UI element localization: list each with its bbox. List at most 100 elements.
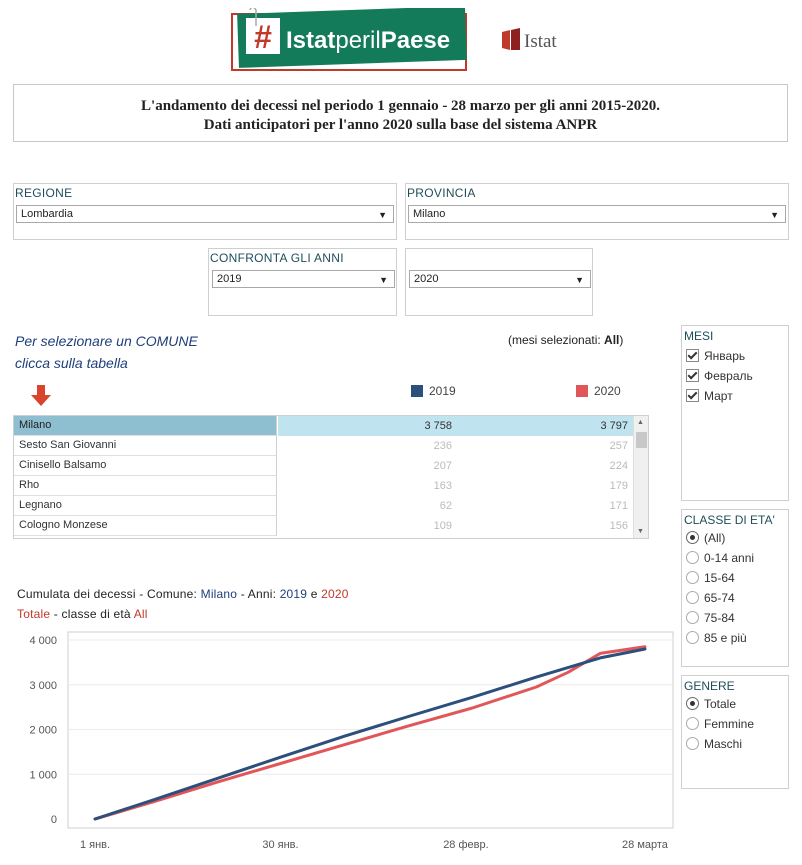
checkbox-checked-icon[interactable] bbox=[686, 369, 699, 382]
gender-label: Totale bbox=[704, 697, 737, 711]
chevron-down-icon: ▼ bbox=[378, 210, 387, 220]
radio-selected-icon[interactable] bbox=[686, 531, 699, 544]
scroll-up-icon[interactable]: ▲ bbox=[637, 419, 644, 426]
legend-2020-swatch bbox=[576, 385, 588, 397]
radio-icon[interactable] bbox=[686, 717, 699, 730]
year1-select[interactable]: 2019 ▼ bbox=[212, 270, 395, 288]
gender-option[interactable]: Maschi bbox=[686, 736, 742, 752]
age-label: 75-84 bbox=[704, 611, 735, 625]
year2-filter: 2020 ▼ bbox=[405, 248, 593, 316]
month-option[interactable]: Январь bbox=[686, 348, 745, 364]
mesi-suffix: ) bbox=[619, 333, 624, 347]
month-label: Март bbox=[704, 389, 733, 403]
x-tick-label: 28 февр. bbox=[443, 839, 488, 851]
classe-eta-label: CLASSE DI ETA' bbox=[684, 513, 775, 527]
comune-name[interactable]: Cinisello Balsamo bbox=[14, 456, 277, 476]
age-option[interactable]: 85 e più bbox=[686, 630, 747, 646]
comune-name[interactable]: Legnano bbox=[14, 496, 277, 516]
provincia-select[interactable]: Milano ▼ bbox=[408, 205, 786, 223]
y-tick-label: 1 000 bbox=[29, 769, 57, 781]
checkbox-checked-icon[interactable] bbox=[686, 349, 699, 362]
age-label: (All) bbox=[704, 531, 726, 545]
confronta-label: CONFRONTA GLI ANNI bbox=[210, 251, 344, 265]
line-chart: 0 1 000 2 000 3 000 4 000 1 янв. 30 янв. 28 фе… bbox=[29, 631, 674, 851]
value-2019[interactable]: 109 bbox=[433, 520, 452, 532]
age-option[interactable]: 0-14 anni bbox=[686, 550, 754, 566]
confronta-filter: CONFRONTA GLI ANNI 2019 ▼ bbox=[208, 248, 397, 316]
gender-label: Maschi bbox=[704, 737, 743, 751]
series-line-2020[interactable] bbox=[93, 645, 647, 821]
value-2020[interactable]: 179 bbox=[609, 480, 628, 492]
caption-comune: Milano bbox=[200, 587, 238, 601]
age-option[interactable]: (All) bbox=[686, 530, 725, 546]
regione-select[interactable]: Lombardia ▼ bbox=[16, 205, 394, 223]
value-2019[interactable]: 3 758 bbox=[424, 420, 452, 432]
provincia-value: Milano bbox=[413, 208, 446, 220]
comune-name[interactable]: Cologno Monzese bbox=[14, 516, 277, 536]
age-option[interactable]: 15-64 bbox=[686, 570, 735, 586]
value-2020[interactable]: 156 bbox=[609, 520, 628, 532]
comune-name[interactable]: Milano bbox=[14, 416, 277, 436]
cumulative-deaths-chart: 0 1 000 2 000 3 000 4 000 1 янв. 30 янв. 28 фе… bbox=[13, 630, 678, 865]
classe-eta-panel: CLASSE DI ETA' (All) 0-14 anni 15-64 65-… bbox=[681, 509, 789, 667]
radio-icon[interactable] bbox=[686, 737, 699, 750]
x-tick-label: 30 янв. bbox=[262, 839, 298, 851]
istat-logo: Istat bbox=[502, 26, 582, 59]
value-2019[interactable]: 207 bbox=[433, 460, 452, 472]
value-2019[interactable]: 236 bbox=[433, 440, 452, 452]
gender-option[interactable]: Totale bbox=[686, 696, 736, 712]
page-title: L'andamento dei decessi nel periodo 1 ge… bbox=[13, 84, 788, 142]
value-2020[interactable]: 3 797 bbox=[600, 420, 628, 432]
caption-classe: All bbox=[133, 607, 148, 621]
radio-icon[interactable] bbox=[686, 631, 699, 644]
table-row[interactable]: Sesto San Giovanni 236 257 bbox=[14, 436, 633, 456]
chevron-down-icon: ▼ bbox=[379, 275, 388, 285]
value-2020[interactable]: 257 bbox=[609, 440, 628, 452]
table-scrollbar[interactable]: ▲ ▼ bbox=[633, 416, 648, 538]
month-option[interactable]: Февраль bbox=[686, 368, 753, 384]
year2-select[interactable]: 2020 ▼ bbox=[409, 270, 591, 288]
value-2019[interactable]: 62 bbox=[439, 500, 452, 512]
logo-text-4: Paese bbox=[381, 27, 450, 54]
value-2020[interactable]: 224 bbox=[609, 460, 628, 472]
mesi-prefix: (mesi selezionati: bbox=[508, 333, 605, 347]
radio-icon[interactable] bbox=[686, 571, 699, 584]
table-row[interactable]: Legnano 62 171 bbox=[14, 496, 633, 516]
svg-text:#: # bbox=[254, 19, 272, 55]
y-tick-label: 4 000 bbox=[29, 635, 57, 647]
table-row[interactable]: Rho 163 179 bbox=[14, 476, 633, 496]
gender-option[interactable]: Femmine bbox=[686, 716, 754, 732]
scroll-down-icon[interactable]: ▼ bbox=[637, 528, 644, 535]
comune-name[interactable]: Sesto San Giovanni bbox=[14, 436, 277, 456]
scrollbar-thumb[interactable] bbox=[636, 432, 647, 448]
checkbox-checked-icon[interactable] bbox=[686, 389, 699, 402]
table-row[interactable]: Cologno Monzese 109 156 bbox=[14, 516, 633, 536]
chart-caption-line-2: Totale - classe di età All bbox=[17, 607, 148, 621]
chevron-down-icon: ▼ bbox=[575, 275, 584, 285]
month-option[interactable]: Март bbox=[686, 388, 733, 404]
radio-icon[interactable] bbox=[686, 591, 699, 604]
value-2020[interactable]: 171 bbox=[609, 500, 628, 512]
age-label: 65-74 bbox=[704, 591, 735, 605]
y-tick-label: 0 bbox=[51, 814, 57, 826]
title-line-2: Dati anticipatori per l'anno 2020 sulla … bbox=[203, 117, 598, 133]
series-line-2019[interactable] bbox=[93, 647, 647, 821]
month-label: Январь bbox=[704, 349, 746, 363]
table-row[interactable]: Cinisello Balsamo 207 224 bbox=[14, 456, 633, 476]
provincia-filter: PROVINCIA Milano ▼ bbox=[405, 183, 789, 240]
age-option[interactable]: 65-74 bbox=[686, 590, 735, 606]
y-tick-label: 3 000 bbox=[29, 680, 57, 692]
caption-year2: 2020 bbox=[321, 587, 349, 601]
gender-label: Femmine bbox=[704, 717, 755, 731]
logo-text-1: Istat bbox=[286, 27, 335, 54]
radio-selected-icon[interactable] bbox=[686, 697, 699, 710]
age-option[interactable]: 75-84 bbox=[686, 610, 735, 626]
radio-icon[interactable] bbox=[686, 551, 699, 564]
genere-panel: GENERE Totale Femmine Maschi bbox=[681, 675, 789, 789]
table-row[interactable]: Milano 3 758 3 797 bbox=[14, 416, 633, 436]
comune-name[interactable]: Rho bbox=[14, 476, 277, 496]
value-2019[interactable]: 163 bbox=[433, 480, 452, 492]
legend-2020-label: 2020 bbox=[594, 384, 621, 398]
radio-icon[interactable] bbox=[686, 611, 699, 624]
caption-year1: 2019 bbox=[279, 587, 308, 601]
